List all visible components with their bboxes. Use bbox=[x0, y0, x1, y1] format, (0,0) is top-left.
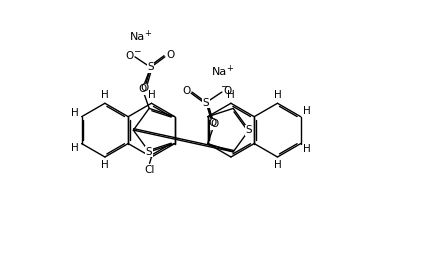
Text: S: S bbox=[146, 147, 153, 157]
Text: H: H bbox=[71, 143, 79, 153]
Text: S: S bbox=[246, 125, 252, 135]
Text: Na: Na bbox=[130, 32, 145, 42]
Text: H: H bbox=[101, 90, 109, 100]
Text: H: H bbox=[71, 108, 79, 117]
Text: O: O bbox=[223, 86, 231, 96]
Text: O: O bbox=[138, 84, 147, 94]
Text: Cl: Cl bbox=[144, 165, 155, 175]
Text: O: O bbox=[126, 51, 134, 61]
Text: −: − bbox=[220, 82, 228, 91]
Text: H: H bbox=[147, 90, 155, 100]
Text: O: O bbox=[208, 119, 216, 128]
Text: H: H bbox=[101, 160, 109, 170]
Text: O: O bbox=[210, 119, 218, 129]
Text: O: O bbox=[183, 86, 191, 96]
Text: H: H bbox=[273, 90, 281, 100]
Text: +: + bbox=[144, 29, 151, 37]
Text: H: H bbox=[303, 144, 310, 154]
Text: O: O bbox=[166, 50, 174, 60]
Text: Na: Na bbox=[212, 67, 227, 77]
Text: H: H bbox=[227, 90, 235, 100]
Text: S: S bbox=[203, 97, 209, 107]
Text: O: O bbox=[141, 83, 149, 93]
Text: +: + bbox=[226, 64, 233, 73]
Text: −: − bbox=[133, 46, 141, 55]
Text: H: H bbox=[303, 106, 310, 116]
Text: S: S bbox=[147, 62, 154, 72]
Text: H: H bbox=[273, 160, 281, 170]
